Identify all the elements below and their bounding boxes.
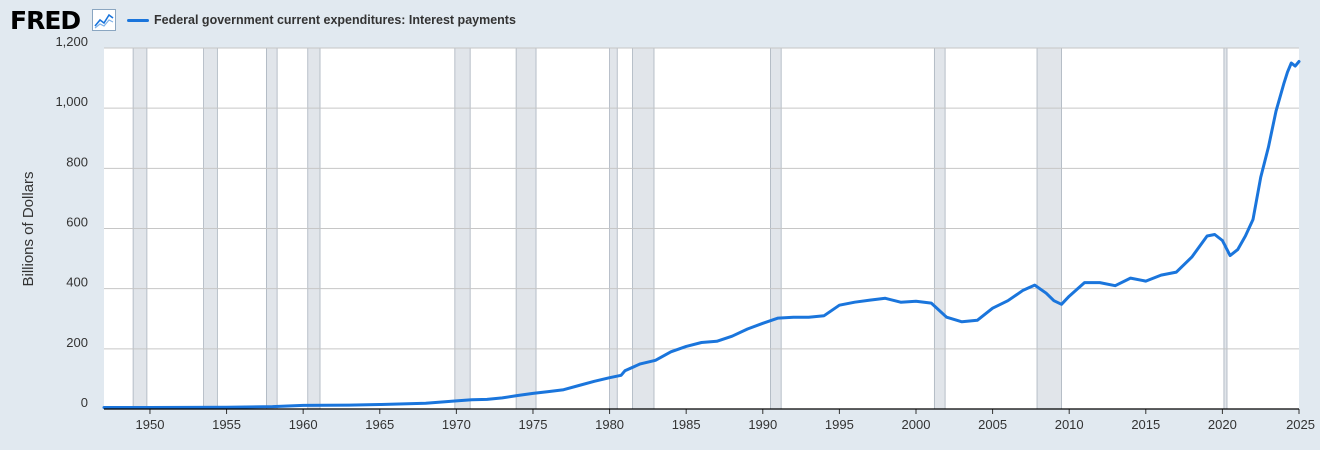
x-tick-label: 1980 [595, 417, 624, 432]
y-tick-label: 1,200 [55, 34, 88, 49]
x-tick-label: 1950 [136, 417, 165, 432]
x-tick-label: 2020 [1208, 417, 1237, 432]
x-tick-label: 1990 [748, 417, 777, 432]
series-lines [102, 60, 1301, 409]
y-tick-label: 400 [66, 275, 88, 290]
y-axis-label: Billions of Dollars [20, 171, 37, 286]
line-chart-icon [92, 9, 116, 31]
legend-swatch [127, 18, 149, 22]
y-tick-label: 0 [81, 395, 88, 410]
x-tick-label: 2005 [978, 417, 1007, 432]
legend-series-label: Federal government current expenditures:… [154, 13, 516, 27]
x-tick-label: 2015 [1131, 417, 1160, 432]
x-tick-label: 1960 [289, 417, 318, 432]
x-tick-label: 2010 [1055, 417, 1084, 432]
x-tick-label: 2000 [902, 417, 931, 432]
x-tick-label: 1985 [672, 417, 701, 432]
x-tick-label: 2025 [1286, 417, 1315, 432]
fred-logo: FRED [10, 6, 81, 35]
x-tick-label: 1975 [519, 417, 548, 432]
x-tick-label: 1965 [365, 417, 394, 432]
gridlines [104, 47, 1299, 350]
x-tick-label: 1970 [442, 417, 471, 432]
x-tick-label: 1995 [825, 417, 854, 432]
y-tick-label: 200 [66, 335, 88, 350]
legend[interactable]: Federal government current expenditures:… [127, 12, 516, 28]
x-tick-label: 1955 [212, 417, 241, 432]
x-axis-ticks: 1950 1955 1960 1965 1970 1975 1980 1985 1990 1995… [136, 409, 1315, 432]
chart-header: FRED Federal government current expendit… [0, 0, 1320, 40]
y-tick-label: 1,000 [55, 94, 88, 109]
y-axis-ticks: 0 200 400 600 800 1,000 1,200 [55, 34, 88, 410]
series-line[interactable] [102, 60, 1301, 409]
y-tick-label: 600 [66, 215, 88, 230]
y-tick-label: 800 [66, 154, 88, 169]
